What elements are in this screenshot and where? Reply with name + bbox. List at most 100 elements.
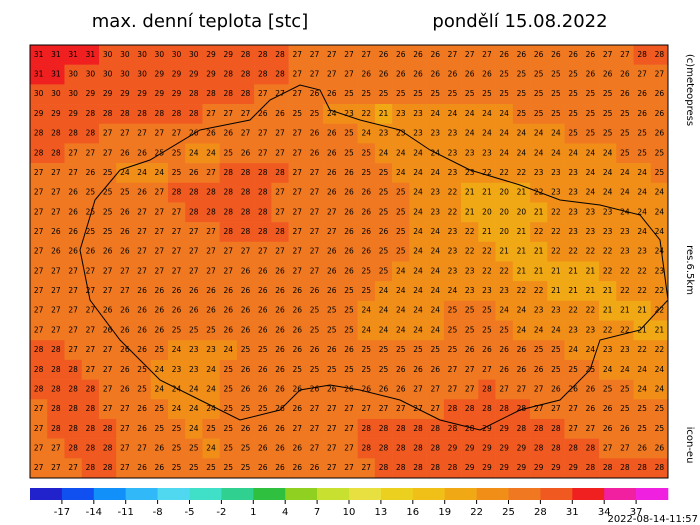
cell-color bbox=[236, 438, 255, 459]
cell-color bbox=[547, 320, 565, 341]
cell-color bbox=[167, 340, 186, 361]
cell-color bbox=[392, 300, 410, 321]
cell-color bbox=[47, 123, 65, 144]
cell-value: 26 bbox=[586, 50, 596, 59]
cell-color bbox=[512, 281, 531, 302]
cell-color bbox=[599, 222, 617, 243]
cell-value: 23 bbox=[448, 129, 458, 138]
cell-value: 27 bbox=[292, 207, 302, 216]
cell-value: 28 bbox=[224, 188, 234, 197]
cell-value: 24 bbox=[603, 148, 613, 157]
cell-color bbox=[409, 104, 427, 125]
cell-value: 25 bbox=[551, 345, 561, 354]
cell-value: 24 bbox=[224, 345, 234, 354]
cell-color bbox=[650, 359, 669, 380]
cell-color bbox=[340, 222, 358, 243]
cell-value: 27 bbox=[327, 50, 337, 59]
cell-value: 25 bbox=[344, 365, 354, 374]
cell-color bbox=[81, 222, 100, 243]
cell-color bbox=[150, 163, 169, 184]
cell-value: 26 bbox=[241, 325, 251, 334]
cell-color bbox=[305, 45, 324, 65]
cell-color bbox=[271, 281, 289, 302]
cell-value: 25 bbox=[620, 129, 630, 138]
cell-value: 26 bbox=[51, 247, 61, 256]
cell-color bbox=[650, 45, 669, 65]
cell-color bbox=[426, 84, 445, 105]
cell-color bbox=[409, 438, 427, 459]
cell-color bbox=[426, 182, 445, 203]
cell-color bbox=[98, 359, 117, 380]
cell-value: 27 bbox=[206, 266, 216, 275]
cell-value: 25 bbox=[465, 89, 475, 98]
cell-value: 25 bbox=[603, 129, 613, 138]
cell-color bbox=[461, 222, 479, 243]
cell-color bbox=[357, 340, 376, 361]
cell-value: 30 bbox=[34, 89, 44, 98]
cell-color bbox=[150, 104, 169, 125]
cell-color bbox=[254, 261, 272, 282]
cell-value: 28 bbox=[275, 168, 285, 177]
cell-value: 28 bbox=[379, 443, 389, 452]
cell-color bbox=[581, 202, 600, 223]
cell-color bbox=[564, 418, 583, 439]
cell-color bbox=[357, 123, 376, 144]
cell-value: 27 bbox=[499, 384, 509, 393]
cell-value: 26 bbox=[482, 345, 492, 354]
colorbar-label: 19 bbox=[438, 507, 451, 518]
cell-color bbox=[236, 143, 255, 164]
cell-color bbox=[409, 261, 427, 282]
cell-color bbox=[392, 241, 410, 262]
cell-color bbox=[236, 399, 255, 420]
cell-color bbox=[547, 418, 565, 439]
cell-value: 26 bbox=[344, 345, 354, 354]
cell-value: 26 bbox=[189, 286, 199, 295]
cell-value: 22 bbox=[603, 325, 613, 334]
cell-value: 24 bbox=[361, 325, 371, 334]
cell-color bbox=[426, 104, 445, 125]
cell-color bbox=[392, 340, 410, 361]
cell-value: 27 bbox=[258, 247, 268, 256]
cell-value: 27 bbox=[292, 129, 302, 138]
cell-color bbox=[202, 379, 220, 400]
cell-color bbox=[357, 320, 376, 341]
cell-color bbox=[374, 222, 393, 243]
cell-color bbox=[288, 104, 307, 125]
cell-value: 22 bbox=[448, 207, 458, 216]
cell-color bbox=[495, 241, 514, 262]
cell-value: 28 bbox=[534, 424, 544, 433]
cell-value: 24 bbox=[379, 148, 389, 157]
cell-value: 28 bbox=[86, 424, 96, 433]
cell-value: 22 bbox=[482, 266, 492, 275]
cell-value: 24 bbox=[206, 148, 216, 157]
cell-value: 27 bbox=[275, 148, 285, 157]
cell-color bbox=[340, 123, 358, 144]
cell-value: 26 bbox=[448, 70, 458, 79]
cell-color bbox=[633, 104, 652, 125]
cell-color bbox=[254, 281, 272, 302]
cell-value: 27 bbox=[137, 247, 147, 256]
cell-color bbox=[461, 182, 479, 203]
cell-value: 25 bbox=[551, 109, 561, 118]
cell-value: 26 bbox=[655, 89, 665, 98]
cell-value: 27 bbox=[310, 247, 320, 256]
cell-value: 28 bbox=[275, 70, 285, 79]
cell-color bbox=[133, 104, 152, 125]
cell-color bbox=[650, 379, 669, 400]
cell-value: 25 bbox=[534, 89, 544, 98]
cell-value: 21 bbox=[551, 266, 561, 275]
cell-value: 24 bbox=[327, 109, 337, 118]
cell-value: 29 bbox=[86, 89, 96, 98]
cell-color bbox=[616, 241, 634, 262]
cell-value: 22 bbox=[482, 247, 492, 256]
cell-color bbox=[116, 281, 134, 302]
cell-value: 27 bbox=[155, 129, 165, 138]
cell-color bbox=[271, 300, 289, 321]
cell-value: 30 bbox=[172, 50, 182, 59]
cell-color bbox=[512, 104, 531, 125]
cell-value: 27 bbox=[327, 463, 337, 472]
cell-color bbox=[495, 379, 514, 400]
cell-color bbox=[495, 104, 514, 125]
cell-value: 28 bbox=[224, 207, 234, 216]
cell-value: 26 bbox=[137, 463, 147, 472]
